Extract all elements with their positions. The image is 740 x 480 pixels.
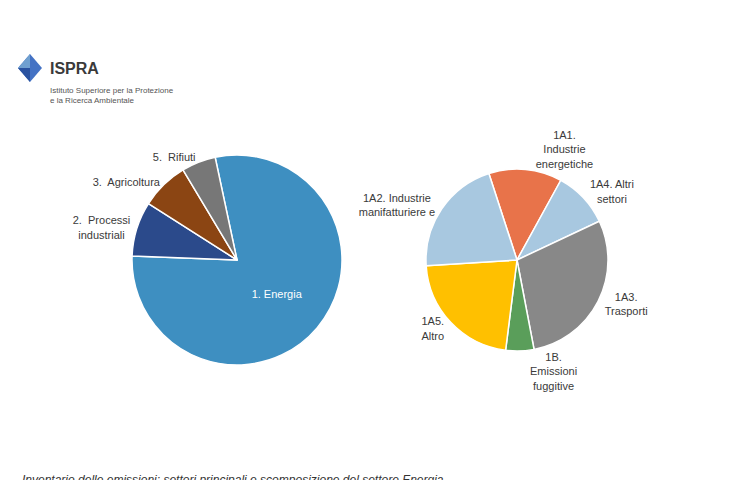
svg-text:2. Processiindustriali: 2. Processiindustriali	[73, 214, 130, 240]
svg-text:1A3.Trasporti: 1A3.Trasporti	[605, 291, 648, 317]
svg-text:Istituto Superiore per la Prot: Istituto Superiore per la Protezionee la…	[50, 86, 174, 105]
svg-text:1A1.Industrieenergetiche: 1A1.Industrieenergetiche	[536, 129, 594, 170]
svg-text:1B.Emissionifuggitive: 1B.Emissionifuggitive	[530, 351, 577, 392]
svg-text:1A5.Altro: 1A5.Altro	[421, 315, 444, 341]
svg-text:ISPRA: ISPRA	[50, 60, 99, 77]
svg-text:1A2. Industriemanifatturiere e: 1A2. Industriemanifatturiere e	[359, 192, 435, 218]
svg-text:3. Agricoltura: 3. Agricoltura	[93, 176, 161, 188]
svg-text:Inventario delle emissioni: se: Inventario delle emissioni: settori prin…	[22, 473, 444, 480]
svg-text:1. Energia: 1. Energia	[252, 288, 303, 300]
svg-text:5. Rifiuti: 5. Rifiuti	[153, 151, 196, 163]
svg-text:1A4. Altrisettori: 1A4. Altrisettori	[590, 178, 634, 204]
